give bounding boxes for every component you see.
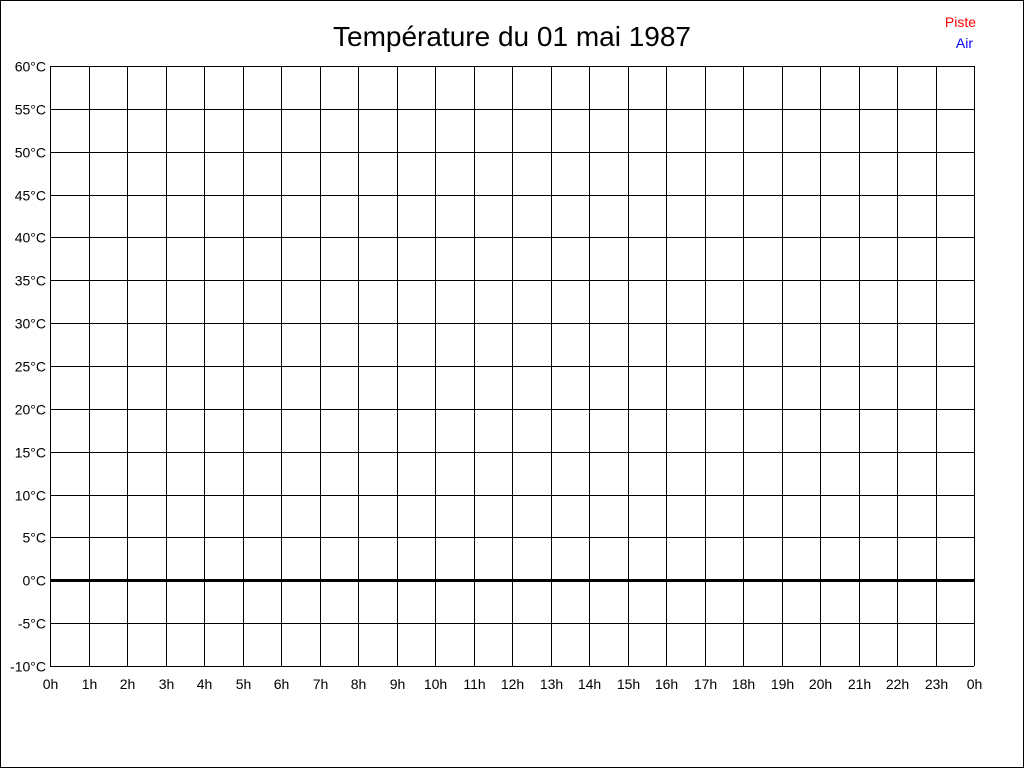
- x-tick-label: 23h: [925, 676, 948, 692]
- y-tick-label: -5°C: [18, 616, 46, 632]
- x-tick-label: 15h: [617, 676, 640, 692]
- x-tick-label: 14h: [578, 676, 601, 692]
- y-tick-label: 15°C: [15, 445, 46, 461]
- x-tick-label: 18h: [732, 676, 755, 692]
- y-tick-label: 45°C: [15, 188, 46, 204]
- y-tick-label: 55°C: [15, 102, 46, 118]
- y-tick-label: 25°C: [15, 359, 46, 375]
- x-tick-label: 20h: [809, 676, 832, 692]
- x-tick-label: 0h: [967, 676, 983, 692]
- y-tick-label: 50°C: [15, 145, 46, 161]
- x-tick-label: 16h: [655, 676, 678, 692]
- x-tick-label: 22h: [886, 676, 909, 692]
- y-tick-label: -10°C: [10, 659, 46, 675]
- y-tick-label: 0°C: [23, 573, 47, 589]
- x-tick-label: 2h: [120, 676, 136, 692]
- x-tick-label: 21h: [848, 676, 871, 692]
- x-tick-label: 12h: [501, 676, 524, 692]
- y-tick-label: 30°C: [15, 316, 46, 332]
- y-tick-label: 20°C: [15, 402, 46, 418]
- x-tick-label: 8h: [351, 676, 367, 692]
- chart-title: Température du 01 mai 1987: [333, 21, 691, 52]
- x-axis-ticks: 0h 1h 2h 3h 4h 5h 6h 7h 8h 9h 10h 11h 12h 13h 14h 15h 16…: [43, 676, 983, 692]
- x-tick-label: 7h: [313, 676, 329, 692]
- x-tick-label: 0h: [43, 676, 59, 692]
- x-tick-label: 19h: [771, 676, 794, 692]
- x-tick-label: 17h: [694, 676, 717, 692]
- y-tick-label: 60°C: [15, 59, 46, 75]
- x-tick-label: 11h: [463, 676, 485, 692]
- x-tick-label: 6h: [274, 676, 290, 692]
- y-axis-ticks: -10°C -5°C 0°C 5°C 10°C 15°C 20°C 25°C 30°C 35°C 4…: [10, 59, 46, 675]
- x-tick-label: 5h: [236, 676, 252, 692]
- x-tick-label: 4h: [197, 676, 213, 692]
- legend-air: Air: [956, 35, 973, 51]
- grid: [50, 66, 975, 667]
- x-tick-label: 10h: [424, 676, 447, 692]
- y-tick-label: 10°C: [15, 488, 46, 504]
- x-tick-label: 9h: [390, 676, 406, 692]
- y-tick-label: 35°C: [15, 273, 46, 289]
- y-tick-label: 5°C: [23, 530, 47, 546]
- y-tick-label: 40°C: [15, 230, 46, 246]
- x-tick-label: 3h: [159, 676, 175, 692]
- x-tick-label: 1h: [82, 676, 98, 692]
- x-tick-label: 13h: [540, 676, 563, 692]
- legend-piste: Piste: [945, 14, 976, 30]
